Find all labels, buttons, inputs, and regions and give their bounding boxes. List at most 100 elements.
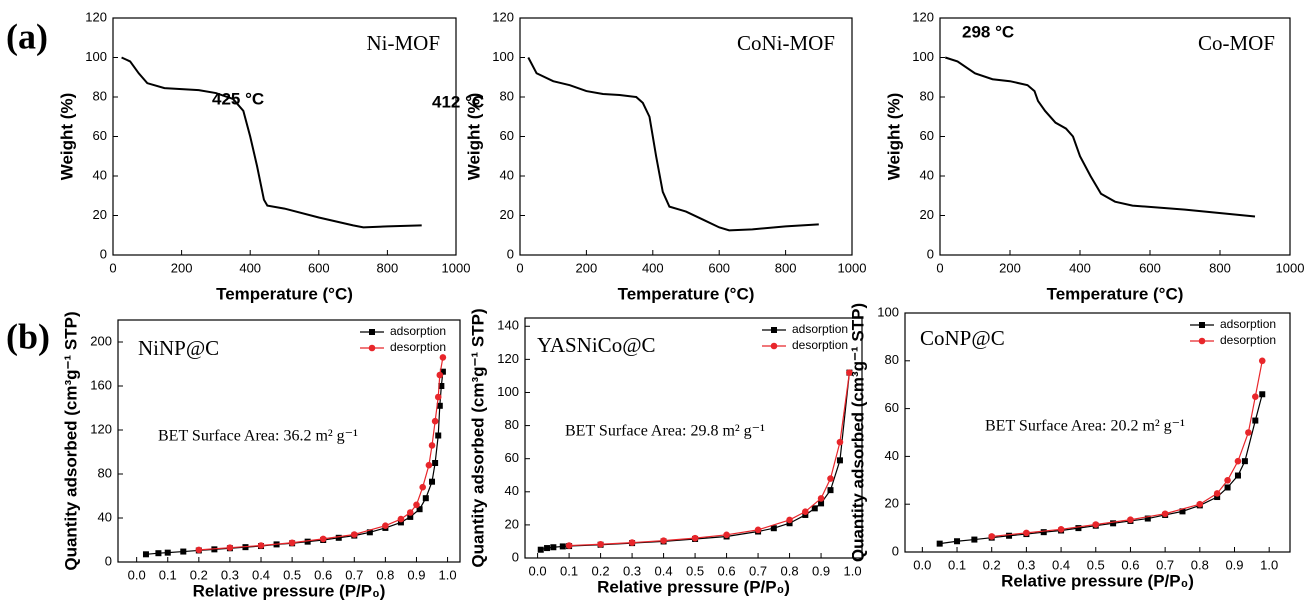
x-tick-label: 800: [1209, 260, 1231, 275]
y-tick-label: 0: [507, 246, 514, 261]
data-point: [836, 438, 844, 446]
x-tick-label: 1.0: [439, 567, 457, 582]
annotation: BET Surface Area: 20.2 m² g⁻¹: [985, 418, 1185, 435]
x-tick-label: 0.5: [1087, 557, 1105, 572]
data-line: [939, 394, 1263, 545]
x-axis-label: Relative pressure (P/P₀): [1001, 571, 1194, 590]
y-tick-label: 80: [885, 352, 899, 367]
data-point: [422, 495, 429, 502]
y-tick-label: 120: [90, 421, 112, 436]
legend-label: desorption: [792, 338, 848, 352]
data-point: [1006, 532, 1013, 539]
data-point: [1127, 516, 1134, 524]
data-point: [954, 538, 961, 545]
data-point: [1161, 510, 1169, 518]
plot-frame: [117, 319, 461, 563]
data-point: [988, 533, 996, 540]
x-axis-label: Temperature (°C): [618, 284, 755, 303]
x-tick-label: 1000: [838, 260, 867, 275]
data-point: [1224, 484, 1231, 491]
data-point: [180, 548, 187, 555]
data-line: [198, 357, 444, 551]
y-tick-label: 0: [892, 543, 899, 558]
panel-label: (a): [6, 16, 48, 56]
x-tick-label: 0.6: [314, 567, 332, 582]
data-point: [537, 546, 544, 553]
data-point: [1252, 417, 1259, 424]
x-tick-label: 0.3: [221, 567, 239, 582]
plot-frame: [904, 312, 1291, 553]
x-tick-label: 800: [775, 260, 797, 275]
data-point: [382, 522, 389, 529]
y-tick-label: 0: [927, 246, 934, 261]
data-point: [550, 544, 557, 551]
legend-marker: [771, 327, 777, 333]
legend-label: desorption: [390, 340, 446, 354]
y-tick-label: 80: [920, 88, 934, 103]
data-point: [155, 550, 162, 557]
data-point: [407, 513, 414, 520]
x-tick-label: 0.2: [983, 557, 1001, 572]
y-axis-label: Quantity adsorbed (cm³g⁻¹ STP): [468, 308, 487, 567]
x-tick-label: 0.1: [948, 557, 966, 572]
x-tick-label: 0: [109, 260, 116, 275]
data-point: [802, 511, 809, 518]
data-point: [413, 501, 420, 509]
y-tick-label: 100: [877, 304, 899, 319]
x-axis-label: Relative pressure (P/P₀): [193, 581, 386, 600]
y-tick-label: 0: [512, 549, 519, 564]
y-tick-label: 0: [100, 246, 107, 261]
y-tick-label: 100: [85, 49, 107, 64]
x-tick-label: 1.0: [844, 563, 862, 578]
x-tick-label: 400: [642, 260, 664, 275]
data-point: [1040, 529, 1047, 536]
y-tick-label: 40: [885, 448, 899, 463]
x-tick-label: 0.8: [781, 563, 799, 578]
data-point: [366, 529, 373, 536]
data-point: [397, 519, 404, 526]
x-tick-label: 1000: [442, 260, 471, 275]
annotation: 298 °C: [962, 22, 1014, 41]
data-point: [435, 432, 442, 439]
x-tick-label: 0.7: [749, 563, 767, 578]
data-point: [438, 383, 445, 389]
x-tick-label: 0.4: [252, 567, 270, 582]
data-point: [434, 393, 442, 401]
y-tick-label: 20: [500, 207, 514, 222]
x-tick-label: 800: [377, 260, 399, 275]
data-point: [142, 551, 149, 558]
x-tick-label: 0: [936, 260, 943, 275]
y-tick-label: 100: [497, 384, 519, 399]
x-tick-label: 0.0: [913, 557, 931, 572]
y-tick-label: 120: [492, 9, 514, 24]
legend-label: desorption: [1220, 333, 1276, 347]
data-line: [145, 371, 444, 555]
data-line: [991, 360, 1263, 538]
data-point: [1234, 472, 1241, 479]
data-point: [1075, 525, 1082, 532]
data-line: [569, 372, 850, 547]
x-tick-label: 200: [999, 260, 1021, 275]
data-point: [1224, 477, 1231, 484]
y-tick-label: 40: [500, 167, 514, 182]
y-tick-label: 60: [93, 128, 107, 143]
data-point: [425, 461, 433, 469]
x-tick-label: 0.7: [345, 567, 363, 582]
chart-title: Ni-MOF: [366, 31, 440, 55]
y-tick-label: 40: [93, 167, 107, 182]
y-tick-label: 80: [93, 88, 107, 103]
y-axis-label: Weight (%): [464, 93, 483, 181]
x-tick-label: 0.5: [686, 563, 704, 578]
plot-frame: [524, 317, 863, 559]
data-point: [1241, 458, 1248, 465]
y-tick-label: 20: [920, 207, 934, 222]
data-point: [1245, 429, 1252, 436]
x-axis-label: Temperature (°C): [1047, 284, 1184, 303]
data-point: [195, 546, 203, 554]
data-point: [416, 506, 423, 513]
data-line: [527, 57, 819, 232]
data-point: [754, 526, 762, 534]
x-tick-label: 0.3: [1017, 557, 1035, 572]
data-point: [436, 371, 444, 379]
